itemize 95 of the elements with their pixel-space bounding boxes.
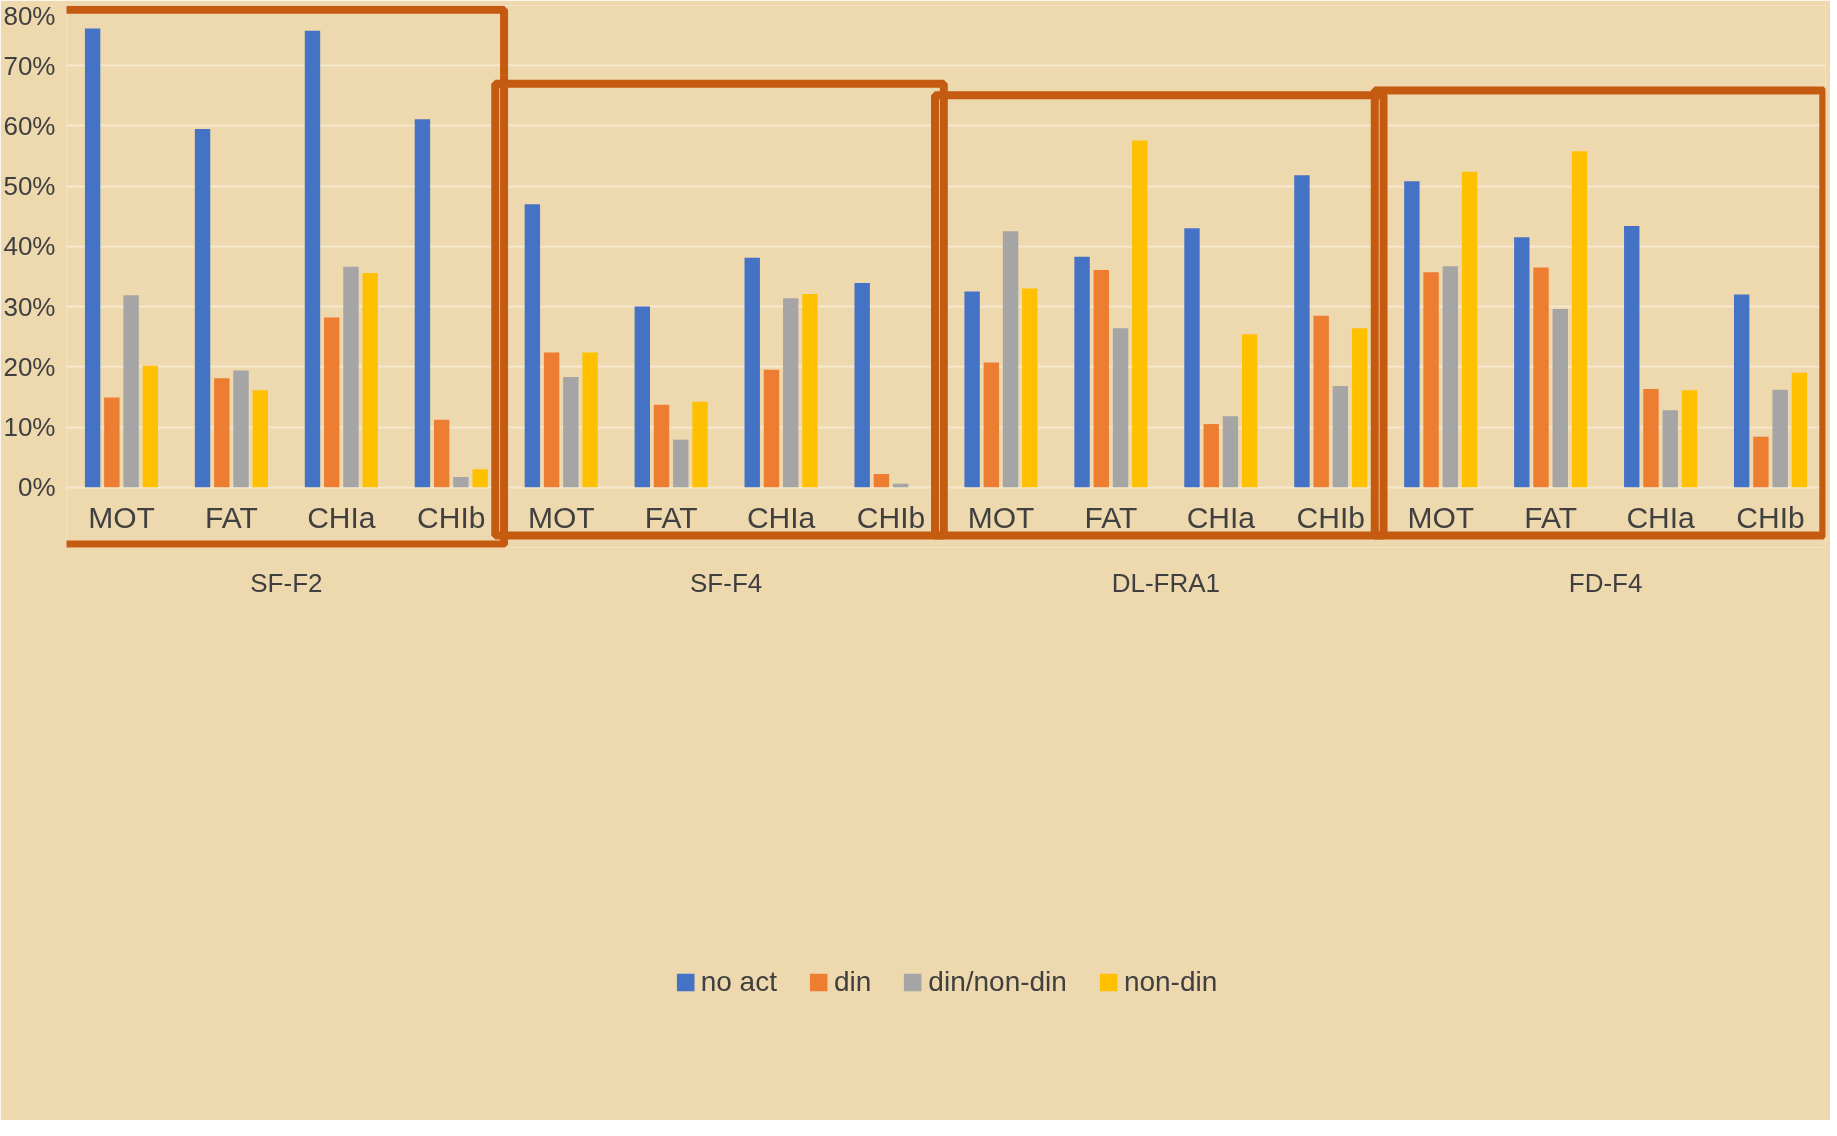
bar — [123, 295, 139, 488]
bar — [1514, 237, 1530, 488]
x-tick-label: MOT — [1407, 500, 1475, 534]
bar — [673, 439, 689, 488]
x-tick-label: FAT — [1084, 500, 1138, 534]
x-tick-label: CHIa — [1626, 500, 1696, 534]
y-tick-label: 60% — [3, 110, 56, 141]
bar — [543, 352, 560, 488]
bar — [854, 283, 870, 488]
bar — [1294, 175, 1310, 488]
text: FD-F4 — [1568, 567, 1643, 598]
bar — [142, 365, 159, 488]
bar — [802, 293, 818, 488]
text: DL-FRA1 — [1111, 567, 1221, 598]
bar — [1423, 272, 1439, 488]
y-tick-label: 80% — [3, 0, 56, 31]
bar — [1203, 424, 1219, 488]
bar — [1242, 334, 1258, 488]
bar — [304, 30, 321, 488]
bar — [1022, 288, 1038, 488]
bar — [1184, 228, 1200, 488]
bar — [1313, 315, 1329, 488]
bar — [1681, 390, 1698, 488]
bar — [634, 306, 650, 488]
x-tick-label: FAT — [1524, 500, 1578, 534]
y-tick-label: 10% — [3, 412, 56, 443]
bar — [1753, 436, 1769, 488]
bar — [1222, 416, 1239, 488]
bar — [1772, 389, 1788, 488]
bar — [983, 362, 1000, 488]
x-tick-label: FAT — [205, 500, 258, 534]
y-tick-label: 70% — [3, 50, 56, 81]
bar — [692, 401, 708, 488]
bar — [1552, 309, 1568, 488]
bar — [1002, 231, 1019, 488]
bar — [433, 419, 450, 488]
bar — [744, 257, 760, 488]
bar — [1074, 256, 1090, 488]
legend-label: non-din — [1123, 966, 1218, 998]
bar — [252, 390, 268, 488]
bar — [524, 204, 541, 488]
text: SF-F2 — [250, 567, 323, 598]
bar — [214, 378, 230, 488]
bar — [1351, 328, 1368, 488]
bar — [873, 474, 890, 488]
bar — [233, 370, 249, 488]
bar — [1533, 267, 1549, 488]
bar — [1132, 140, 1148, 488]
x-tick-label: MOT — [967, 500, 1035, 534]
text: SF-F4 — [690, 567, 763, 598]
bar — [1461, 171, 1478, 488]
x-tick-label: CHIb — [1736, 500, 1805, 534]
bar — [1662, 410, 1678, 488]
bar — [1571, 151, 1588, 488]
x-tick-label: CHIb — [856, 500, 926, 534]
bar — [453, 477, 469, 488]
y-tick-label: 0% — [17, 472, 56, 503]
bar — [194, 128, 211, 488]
bar — [84, 28, 101, 488]
y-tick-label: 50% — [3, 171, 56, 202]
bar — [1733, 294, 1750, 488]
bar — [1442, 266, 1459, 488]
bar — [343, 266, 359, 488]
x-tick-label: CHIa — [746, 500, 816, 534]
bar — [582, 352, 598, 488]
legend-label: din — [833, 966, 872, 998]
x-tick-label: FAT — [644, 500, 698, 534]
y-tick-label: 30% — [3, 291, 56, 322]
bar — [563, 377, 579, 488]
bar — [783, 298, 799, 488]
bar — [362, 272, 378, 488]
x-tick-label: CHIa — [1186, 500, 1256, 534]
bar — [1404, 181, 1420, 488]
bar — [324, 317, 340, 488]
bar — [104, 397, 120, 488]
bar — [472, 469, 488, 488]
bar — [964, 291, 980, 488]
bar — [653, 404, 670, 488]
bar — [414, 119, 431, 488]
bar — [1791, 372, 1808, 488]
x-tick-label: MOT — [527, 500, 595, 534]
x-tick-label: CHIb — [1296, 500, 1365, 534]
x-tick-label: MOT — [88, 500, 155, 534]
y-tick-label: 40% — [3, 231, 56, 262]
bar — [1624, 225, 1640, 488]
bar — [763, 369, 780, 488]
legend-label: no act — [700, 966, 777, 998]
y-tick-label: 20% — [3, 351, 56, 382]
x-tick-label: CHIa — [307, 500, 376, 534]
bar — [1093, 269, 1109, 488]
bar — [1112, 328, 1129, 488]
bar — [1643, 389, 1659, 488]
bar — [1332, 386, 1349, 488]
legend-label: din/non-din — [928, 966, 1067, 998]
x-tick-label: CHIb — [417, 500, 486, 534]
